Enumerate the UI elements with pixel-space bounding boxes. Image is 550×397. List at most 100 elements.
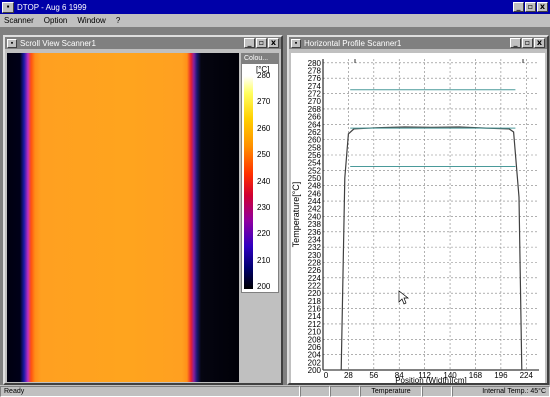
app-system-menu-icon[interactable]: ▪ <box>2 1 14 13</box>
y-tick-label: 280 <box>308 59 322 68</box>
colour-legend-tick: 230 <box>257 202 271 212</box>
profile-chart[interactable]: 200 202 204 206 208 210 212 214 216 218 220 222 224 2… <box>291 53 545 383</box>
y-tick-label: 236 <box>308 228 322 237</box>
menu-help[interactable]: ? <box>115 15 121 25</box>
y-tick-label: 226 <box>308 266 322 275</box>
y-tick-label: 254 <box>308 159 322 168</box>
y-tick-label: 252 <box>308 166 322 175</box>
app-restore-button[interactable]: ▫ <box>525 2 536 12</box>
x-tick-label: 112 <box>418 371 431 380</box>
x-tick-label: 140 <box>443 371 457 380</box>
y-tick-label: 260 <box>308 136 322 145</box>
y-tick-label: 218 <box>308 297 322 306</box>
y-tick-label: 228 <box>308 258 322 267</box>
x-tick-label: 224 <box>520 371 534 380</box>
status-internal-temp: Internal Temp.: 45°C <box>452 386 550 397</box>
colour-legend-unit: [°C] <box>256 65 270 74</box>
colour-scale-bar <box>244 76 253 289</box>
y-tick-label: 272 <box>308 90 322 99</box>
y-tick-label: 232 <box>308 243 322 252</box>
y-tick-label: 208 <box>308 335 322 344</box>
colour-legend-title[interactable]: Colou... <box>242 54 278 64</box>
scroll-view-system-icon[interactable]: ▪ <box>7 38 17 48</box>
y-tick-label: 212 <box>308 320 322 329</box>
profile-title: Horizontal Profile Scanner1 <box>304 38 402 48</box>
y-tick-label: 238 <box>308 220 322 229</box>
colour-legend: Colou... [°C] 280 270 260 250 240 230 220 210 20… <box>241 53 279 293</box>
y-tick-label: 214 <box>308 312 322 321</box>
colour-legend-tick: 210 <box>257 255 271 265</box>
thermal-scan-image[interactable] <box>7 53 239 382</box>
status-bar: Ready Temperature Internal Temp.: 45°C <box>0 386 550 397</box>
y-tick-label: 210 <box>308 328 322 337</box>
y-tick-label: 240 <box>308 212 322 221</box>
y-tick-label: 270 <box>308 97 322 106</box>
x-tick-label: 168 <box>469 371 483 380</box>
mdi-workspace: ▪ Scroll View Scanner1 _ ▫ x Colou... [°… <box>0 27 550 385</box>
x-tick-label: 196 <box>494 371 508 380</box>
app-close-button[interactable]: x <box>537 2 548 12</box>
temperature-profile-line <box>323 126 539 371</box>
menu-bar: Scanner Option Window ? <box>0 14 550 26</box>
y-tick-label: 230 <box>308 251 322 260</box>
menu-option[interactable]: Option <box>43 15 68 25</box>
x-tick-label: 28 <box>344 371 353 380</box>
profile-system-icon[interactable]: ▪ <box>291 38 301 48</box>
menu-window[interactable]: Window <box>77 15 106 25</box>
scroll-view-restore-button[interactable]: ▫ <box>256 38 267 48</box>
scroll-view-minimize-button[interactable]: _ <box>244 38 255 48</box>
profile-chart-svg: 2002022042062082102122142162182202222242… <box>291 59 539 383</box>
horizontal-profile-window[interactable]: ▪ Horizontal Profile Scanner1 _ ▫ x 200 2… <box>287 35 549 385</box>
y-tick-label: 266 <box>308 113 322 122</box>
y-tick-label: 200 <box>308 366 322 375</box>
y-tick-label: 234 <box>308 235 322 244</box>
app-minimize-button[interactable]: _ <box>513 2 524 12</box>
profile-close-button[interactable]: x <box>534 38 545 48</box>
y-tick-label: 202 <box>308 358 322 367</box>
app-title-bar[interactable]: ▪ DTOP - Aug 6 1999 _ ▫ x <box>0 0 550 14</box>
status-panel-empty-3 <box>422 386 452 397</box>
status-panel-empty-2 <box>330 386 360 397</box>
colour-legend-tick: 280 <box>257 71 271 80</box>
profile-title-bar[interactable]: ▪ Horizontal Profile Scanner1 _ ▫ x <box>289 37 547 49</box>
y-tick-label: 262 <box>308 128 322 137</box>
y-tick-label: 204 <box>308 351 322 360</box>
y-tick-label: 250 <box>308 174 322 183</box>
y-tick-label: 222 <box>308 282 322 291</box>
scroll-view-window[interactable]: ▪ Scroll View Scanner1 _ ▫ x Colou... [°… <box>3 35 283 385</box>
y-tick-label: 220 <box>308 289 322 298</box>
y-tick-label: 224 <box>308 274 322 283</box>
menu-scanner[interactable]: Scanner <box>4 15 34 25</box>
status-ready: Ready <box>0 386 300 397</box>
colour-legend-tick: 220 <box>257 229 271 239</box>
y-tick-label: 248 <box>308 182 322 191</box>
y-tick-label: 206 <box>308 343 322 352</box>
y-tick-label: 216 <box>308 305 322 314</box>
colour-legend-tick: 250 <box>257 150 271 160</box>
y-tick-label: 246 <box>308 189 322 198</box>
y-tick-label: 276 <box>308 74 322 83</box>
app-title: DTOP - Aug 6 1999 <box>17 2 87 12</box>
colour-legend-tick: 200 <box>257 282 271 291</box>
status-mode: Temperature <box>360 386 422 397</box>
x-axis-label: Position (Width)[cm] <box>395 376 467 383</box>
x-tick-label: 84 <box>395 371 404 380</box>
y-tick-label: 264 <box>308 120 322 129</box>
profile-restore-button[interactable]: ▫ <box>522 38 533 48</box>
y-tick-label: 274 <box>308 82 322 91</box>
colour-legend-tick: 240 <box>257 176 271 186</box>
y-tick-label: 278 <box>308 67 322 76</box>
scroll-view-close-button[interactable]: x <box>268 38 279 48</box>
x-tick-label: 0 <box>324 371 329 380</box>
profile-minimize-button[interactable]: _ <box>510 38 521 48</box>
colour-legend-tick: 260 <box>257 123 271 133</box>
x-tick-label: 56 <box>369 371 378 380</box>
y-tick-label: 256 <box>308 151 322 160</box>
y-tick-label: 258 <box>308 143 322 152</box>
y-tick-label: 242 <box>308 205 322 214</box>
y-tick-label: 268 <box>308 105 322 114</box>
scroll-view-title-bar[interactable]: ▪ Scroll View Scanner1 _ ▫ x <box>5 37 281 49</box>
colour-legend-tick: 270 <box>257 97 271 107</box>
y-tick-label: 244 <box>308 197 322 206</box>
scroll-view-title: Scroll View Scanner1 <box>20 38 96 48</box>
